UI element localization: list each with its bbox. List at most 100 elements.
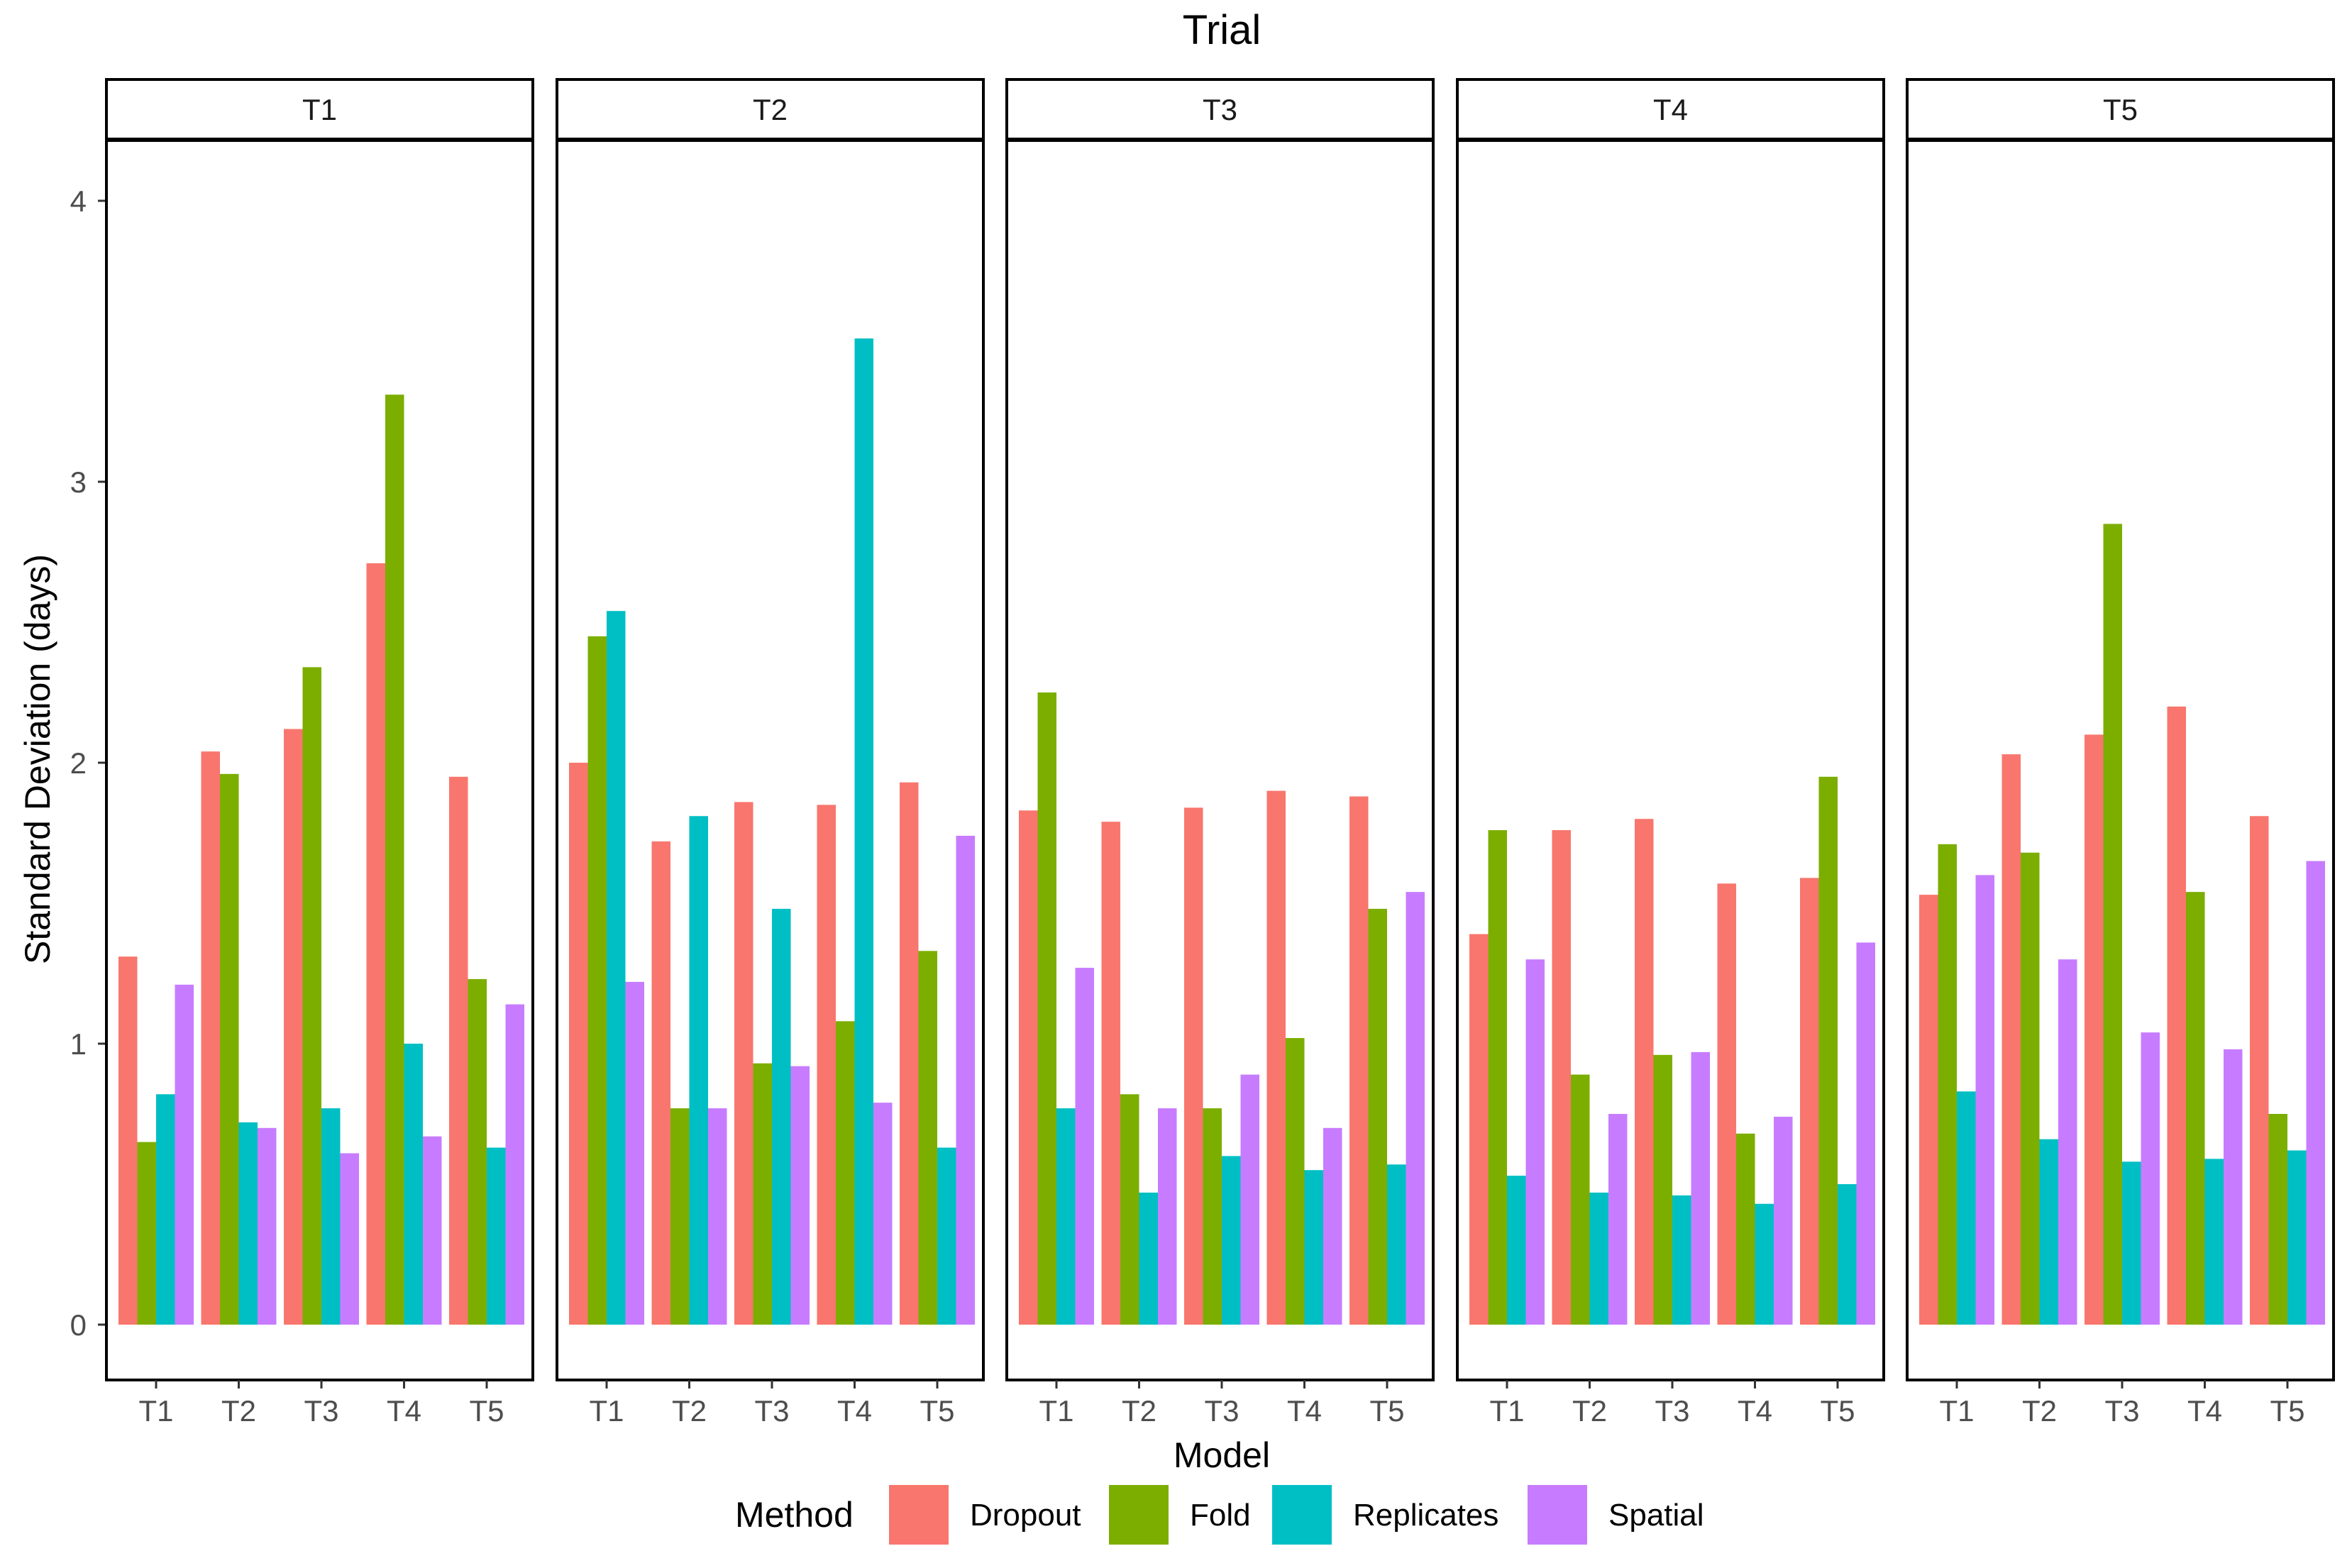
legend-key-spatial: [1528, 1485, 1587, 1545]
y-tick-label: 3: [70, 465, 87, 499]
legend-key-fold: [1109, 1485, 1169, 1545]
legend-key-replicates: [1272, 1485, 1332, 1545]
x-tick-label: T2: [672, 1394, 707, 1428]
bar-T1-T2-spatial: [258, 1127, 277, 1325]
bar-T5-T5-dropout: [2250, 816, 2269, 1325]
y-tick-label: 1: [70, 1027, 87, 1061]
facet-panel-T3: T3 T1 T2 T3 T4 T5: [1005, 78, 1435, 1428]
facet-panel-T2: T2 T1 T2 T3 T4 T5: [556, 78, 985, 1428]
bar-T4-T4-dropout: [1717, 883, 1736, 1325]
y-tick-label: 2: [70, 746, 87, 780]
legend-label-fold: Fold: [1190, 1498, 1251, 1533]
facet-panel-border: [105, 139, 534, 1381]
x-tick-label: T3: [304, 1394, 338, 1428]
bar-T5-T4-spatial: [2224, 1049, 2243, 1325]
bar-T5-T1-dropout: [1919, 895, 1938, 1325]
facet-panel-T4: T4 T1 T2 T3 T4 T5: [1456, 78, 1885, 1428]
bar-T4-T5-replicates: [1838, 1184, 1857, 1325]
y-tick-label: 0: [70, 1308, 87, 1342]
bar-T1-T4-spatial: [423, 1136, 442, 1325]
bar-T3-T5-replicates: [1387, 1164, 1406, 1325]
facet-panel-border: [1456, 139, 1885, 1381]
bar-T2-T3-fold: [753, 1063, 772, 1325]
bar-T3-T1-replicates: [1056, 1108, 1076, 1325]
x-tick-label: T1: [1939, 1394, 1974, 1428]
bar-T2-T4-spatial: [873, 1103, 893, 1325]
bar-T1-T3-dropout: [284, 729, 303, 1325]
bar-T2-T3-replicates: [772, 908, 791, 1325]
x-tick-label: T4: [837, 1394, 872, 1428]
bar-T2-T4-replicates: [854, 338, 873, 1325]
x-tick-label: T3: [1204, 1394, 1239, 1428]
bar-T3-T3-spatial: [1240, 1074, 1259, 1325]
x-tick-label: T2: [1572, 1394, 1607, 1428]
bar-T2-T5-dropout: [900, 782, 919, 1325]
bar-T1-T1-dropout: [118, 956, 138, 1325]
bar-T4-T1-spatial: [1525, 959, 1545, 1325]
bar-T4-T5-dropout: [1800, 878, 1819, 1325]
y-tick-label: 4: [70, 184, 87, 218]
bar-T2-T2-replicates: [689, 816, 708, 1325]
facet-strip: [105, 78, 534, 140]
bar-T3-T5-dropout: [1349, 796, 1369, 1325]
facet-strip-label: T2: [753, 93, 788, 126]
bar-T1-T5-replicates: [487, 1147, 506, 1325]
bar-T4-T2-dropout: [1552, 830, 1571, 1325]
bar-T1-T1-fold: [137, 1142, 156, 1325]
x-tick-label: T1: [1489, 1394, 1524, 1428]
bar-T2-T4-fold: [836, 1021, 855, 1325]
x-tick-label: T2: [1122, 1394, 1156, 1428]
legend-title: Method: [735, 1495, 854, 1535]
bar-T5-T3-fold: [2103, 524, 2122, 1325]
legend-key-dropout: [889, 1485, 949, 1545]
x-tick-label: T3: [1655, 1394, 1689, 1428]
bar-T4-T4-replicates: [1755, 1203, 1774, 1325]
bar-T5-T2-dropout: [2002, 754, 2021, 1325]
bar-T2-T3-dropout: [734, 802, 753, 1325]
bar-T1-T1-spatial: [175, 984, 194, 1325]
bar-T1-T5-fold: [468, 978, 487, 1325]
x-tick-label: T4: [1738, 1394, 1772, 1428]
bar-T3-T4-replicates: [1304, 1170, 1323, 1325]
bar-T4-T3-spatial: [1691, 1051, 1710, 1325]
facet-strip-label: T1: [302, 93, 337, 126]
bar-T2-T1-spatial: [625, 981, 644, 1325]
x-tick-label: T1: [138, 1394, 173, 1428]
bar-T4-T1-fold: [1488, 830, 1507, 1325]
bar-T1-T2-fold: [220, 773, 239, 1325]
x-tick-label: T4: [1287, 1394, 1322, 1428]
x-axis-label: Model: [1174, 1435, 1270, 1475]
bar-T1-T5-spatial: [505, 1004, 524, 1325]
facet-panel-border: [556, 139, 985, 1381]
bar-T1-T3-spatial: [340, 1153, 359, 1325]
bar-T4-T3-replicates: [1672, 1195, 1691, 1325]
facet-strip-label: T3: [1203, 93, 1237, 126]
legend-label-spatial: Spatial: [1608, 1498, 1704, 1533]
bar-T4-T3-dropout: [1635, 819, 1654, 1325]
bar-T4-T2-spatial: [1608, 1114, 1628, 1325]
bar-T5-T5-spatial: [2306, 861, 2325, 1325]
y-axis-label: Standard Deviation (days): [18, 554, 57, 964]
bar-T2-T5-fold: [918, 951, 937, 1325]
bar-T5-T4-fold: [2186, 892, 2205, 1325]
bar-T2-T5-replicates: [937, 1147, 956, 1325]
facet-strip-label: T5: [2103, 93, 2138, 126]
bar-T4-T3-fold: [1653, 1054, 1672, 1325]
bar-T3-T4-spatial: [1323, 1127, 1342, 1325]
bar-T3-T3-dropout: [1184, 807, 1203, 1325]
bar-T5-T1-fold: [1938, 844, 1957, 1325]
x-tick-label: T4: [2187, 1394, 2222, 1428]
bar-T4-T4-spatial: [1774, 1116, 1793, 1325]
x-tick-label: T5: [1820, 1394, 1855, 1428]
bar-T3-T2-dropout: [1101, 822, 1120, 1325]
bar-T3-T2-spatial: [1158, 1108, 1177, 1325]
bar-T5-T3-replicates: [2122, 1161, 2141, 1325]
facet-panel-border: [1906, 139, 2335, 1381]
bar-T3-T4-dropout: [1266, 790, 1286, 1325]
bar-T2-T4-dropout: [817, 805, 836, 1325]
bar-T1-T1-replicates: [156, 1094, 175, 1325]
bar-T4-T1-replicates: [1507, 1176, 1526, 1325]
x-tick-label: T5: [1369, 1394, 1404, 1428]
x-tick-label: T5: [920, 1394, 954, 1428]
